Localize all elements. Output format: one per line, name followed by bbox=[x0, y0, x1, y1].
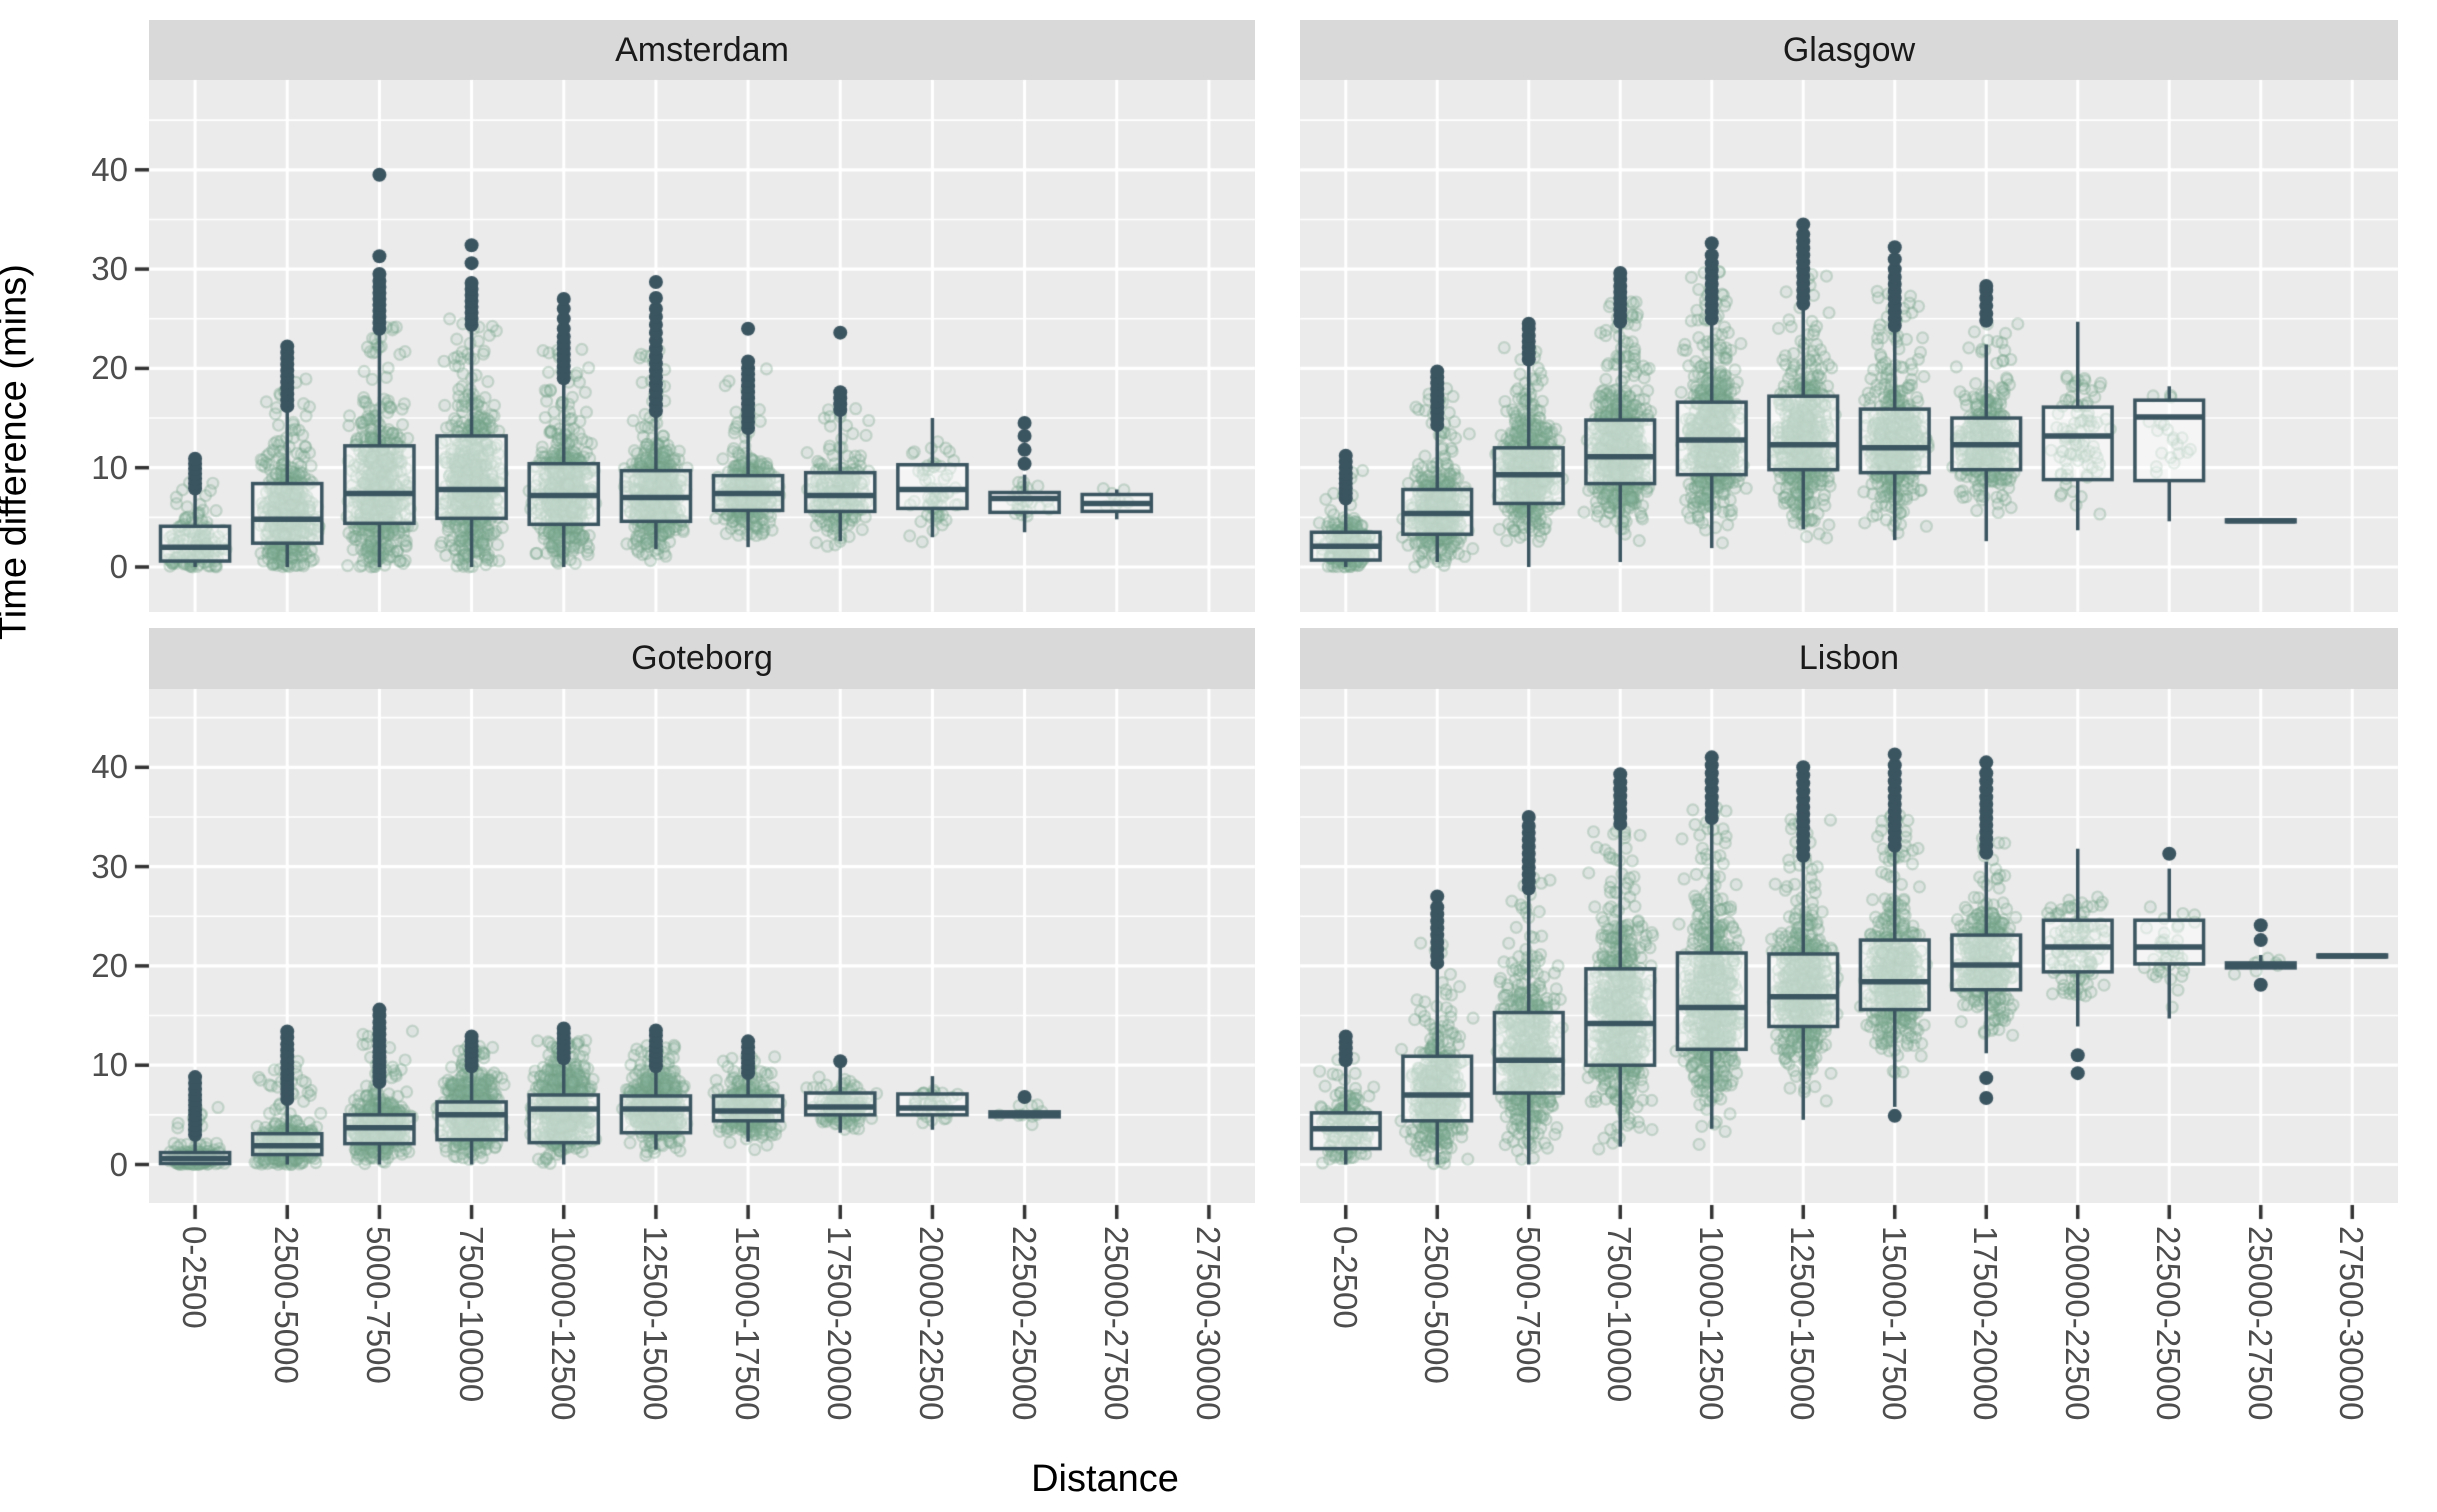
y-tick-label: 20 bbox=[91, 349, 128, 387]
x-tick-label: 12500-15000 bbox=[1784, 1226, 1822, 1421]
y-tick-label: 10 bbox=[91, 448, 128, 486]
x-tick-label: 20000-22500 bbox=[2058, 1226, 2096, 1421]
x-tick-label: 17500-20000 bbox=[821, 1226, 859, 1421]
y-tick-label: 40 bbox=[91, 150, 128, 188]
x-tick-label: 22500-25000 bbox=[1005, 1226, 1043, 1421]
x-tick-label: 5000-7500 bbox=[360, 1226, 398, 1384]
y-axis-title: Time difference (mins) bbox=[0, 264, 35, 640]
x-tick-label: 0-2500 bbox=[1326, 1226, 1364, 1329]
y-tick-label: 40 bbox=[91, 748, 128, 786]
x-tick-label: 5000-7500 bbox=[1509, 1226, 1547, 1384]
y-tick-label: 0 bbox=[109, 1145, 128, 1183]
x-tick-label: 7500-10000 bbox=[452, 1226, 490, 1403]
x-axis-title: Distance bbox=[1031, 1458, 1179, 1500]
x-tick-label: 22500-25000 bbox=[2150, 1226, 2188, 1421]
x-tick-label: 7500-10000 bbox=[1601, 1226, 1639, 1403]
x-tick-label: 17500-20000 bbox=[1967, 1226, 2005, 1421]
x-tick-label: 15000-17500 bbox=[729, 1226, 767, 1421]
y-tick-label: 0 bbox=[109, 548, 128, 585]
x-tick-label: 10000-12500 bbox=[544, 1226, 582, 1421]
x-tick-label: 27500-30000 bbox=[2333, 1226, 2371, 1421]
x-tick-label: 15000-17500 bbox=[1875, 1226, 1913, 1421]
y-tick-label: 20 bbox=[91, 946, 128, 984]
x-tick-label: 25000-27500 bbox=[1097, 1226, 1135, 1421]
x-tick-label: 2500-5000 bbox=[1418, 1226, 1456, 1384]
x-tick-label: 12500-15000 bbox=[636, 1226, 674, 1421]
x-tick-label: 27500-30000 bbox=[1189, 1226, 1227, 1421]
y-tick-label: 30 bbox=[91, 847, 128, 885]
y-tick-label: 10 bbox=[91, 1046, 128, 1084]
x-tick-label: 20000-22500 bbox=[913, 1226, 951, 1421]
y-tick-label: 30 bbox=[91, 250, 128, 288]
x-tick-label: 25000-27500 bbox=[2241, 1226, 2279, 1421]
x-tick-label: 10000-12500 bbox=[1692, 1226, 1730, 1421]
x-tick-label: 2500-5000 bbox=[268, 1226, 306, 1384]
x-tick-label: 0-2500 bbox=[176, 1226, 214, 1329]
